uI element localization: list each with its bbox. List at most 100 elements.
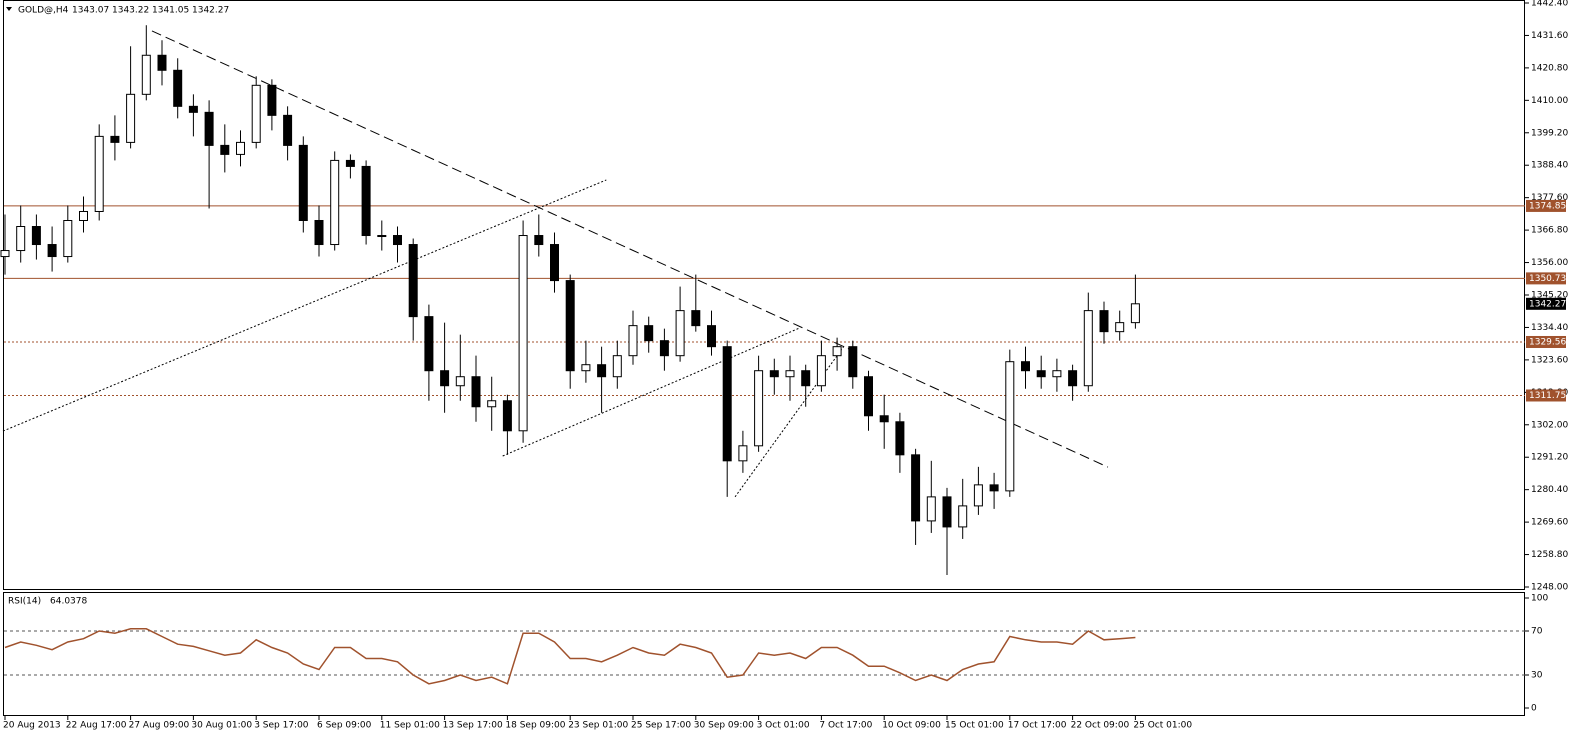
- trend-line: [502, 327, 800, 457]
- rsi-pane: [3, 592, 1525, 716]
- y-tick-label: 1377.60: [1531, 193, 1568, 203]
- candle-body: [691, 310, 701, 327]
- candle-body: [220, 144, 230, 155]
- level-tag: [1526, 272, 1566, 285]
- candle-body: [1130, 303, 1140, 324]
- candle-body: [283, 114, 293, 146]
- level-tag: [1526, 335, 1566, 348]
- x-tick-label: 15 Oct 01:00: [945, 721, 1004, 731]
- candle-body: [502, 400, 512, 432]
- y-tick-label: 1248.00: [1531, 583, 1568, 593]
- candle-body: [361, 165, 371, 237]
- level-label: 1329.56: [1529, 337, 1566, 347]
- candle-body: [926, 496, 936, 522]
- x-tick-label: 20 Aug 2013: [3, 721, 61, 731]
- candle-body: [1099, 310, 1109, 333]
- candle-body: [471, 376, 481, 408]
- x-tick-label: 6 Sep 09:00: [317, 721, 372, 731]
- y-tick-label: 1291.20: [1531, 453, 1568, 463]
- candle-body: [63, 219, 73, 258]
- rsi-name: RSI(14): [8, 597, 41, 607]
- candle-body: [597, 364, 607, 378]
- candle-body: [31, 226, 41, 246]
- candle-body: [628, 325, 638, 357]
- candle-body: [141, 54, 151, 95]
- candle-body: [895, 421, 905, 456]
- candle-body: [644, 325, 654, 342]
- x-tick-label: 7 Oct 17:00: [819, 721, 872, 731]
- y-tick-label: 1388.40: [1531, 161, 1568, 171]
- candle-body: [79, 210, 88, 221]
- header-price: 1341.05: [152, 6, 189, 16]
- candle-body: [769, 370, 779, 378]
- x-tick-label: 17 Oct 17:00: [1008, 721, 1067, 731]
- last-price: 1342.27: [1529, 299, 1566, 309]
- x-tick-label: 25 Sep 17:00: [631, 721, 691, 731]
- candle-body: [267, 84, 277, 116]
- candle-body: [816, 355, 826, 387]
- candle-body: [188, 105, 198, 113]
- candle-body: [424, 316, 434, 372]
- trend-line: [734, 344, 846, 498]
- x-tick-label: 25 Oct 01:00: [1133, 721, 1192, 731]
- level-label: 1311.75: [1529, 391, 1566, 401]
- menu-arrow: [6, 7, 12, 11]
- candle-body: [110, 135, 120, 143]
- header-price: 1343.07: [72, 6, 109, 16]
- candle-body: [1115, 322, 1125, 333]
- candle-body: [1068, 370, 1078, 387]
- y-tick-label: 1258.80: [1531, 550, 1568, 560]
- x-tick-label: 22 Oct 09:00: [1071, 721, 1130, 731]
- y-tick-label: 1280.40: [1531, 485, 1568, 495]
- candle-body: [659, 340, 669, 357]
- rsi-line: [4, 628, 1136, 685]
- rsi-tick-label: 70: [1531, 627, 1543, 637]
- candle-body: [738, 445, 748, 462]
- candle-body: [707, 325, 716, 348]
- candle-body: [958, 505, 968, 528]
- candle-body: [801, 370, 811, 387]
- x-tick-label: 23 Sep 01:00: [568, 721, 628, 731]
- y-tick-label: 1345.20: [1531, 291, 1568, 301]
- candle-body: [864, 376, 873, 417]
- x-tick-label: 10 Oct 09:00: [882, 721, 941, 731]
- candle-body: [911, 454, 921, 522]
- y-tick-label: 1366.80: [1531, 226, 1568, 236]
- candle-body: [487, 400, 497, 408]
- y-tick-label: 1399.20: [1531, 128, 1568, 138]
- candle-body: [236, 141, 245, 155]
- y-tick-label: 1302.00: [1531, 420, 1568, 430]
- x-tick-label: 13 Sep 17:00: [443, 721, 503, 731]
- candle-body: [251, 84, 261, 143]
- candle-body: [204, 111, 214, 146]
- candle-body: [345, 159, 355, 167]
- y-tick-label: 1420.80: [1531, 63, 1568, 73]
- x-tick-label: 18 Sep 09:00: [505, 721, 565, 731]
- candle-body: [675, 310, 685, 357]
- candle-body: [1036, 370, 1046, 378]
- header-price: 1342.27: [192, 6, 229, 16]
- rsi-tick-label: 100: [1531, 594, 1548, 604]
- rsi-value: 64.0378: [50, 597, 87, 607]
- candle-body: [973, 484, 983, 507]
- candle-body: [94, 135, 104, 212]
- candle-body: [832, 346, 842, 357]
- level-tag: [1526, 389, 1566, 402]
- candle-body: [440, 370, 450, 387]
- candle-body: [298, 144, 308, 221]
- candle-body: [534, 235, 544, 246]
- last-price-tag: [1526, 297, 1566, 310]
- candle-body: [565, 280, 575, 372]
- candle-body: [393, 235, 402, 246]
- candle-body: [47, 244, 57, 258]
- price-pane: [3, 0, 1525, 590]
- candle-body: [848, 346, 858, 378]
- header-price: 1343.22: [112, 6, 149, 16]
- candle-body: [455, 376, 465, 387]
- candle-body: [408, 244, 418, 318]
- x-tick-label: 30 Sep 09:00: [694, 721, 754, 731]
- candle-body: [157, 54, 167, 71]
- x-tick-label: 30 Aug 01:00: [191, 721, 252, 731]
- y-tick-label: 1442.40: [1531, 0, 1568, 9]
